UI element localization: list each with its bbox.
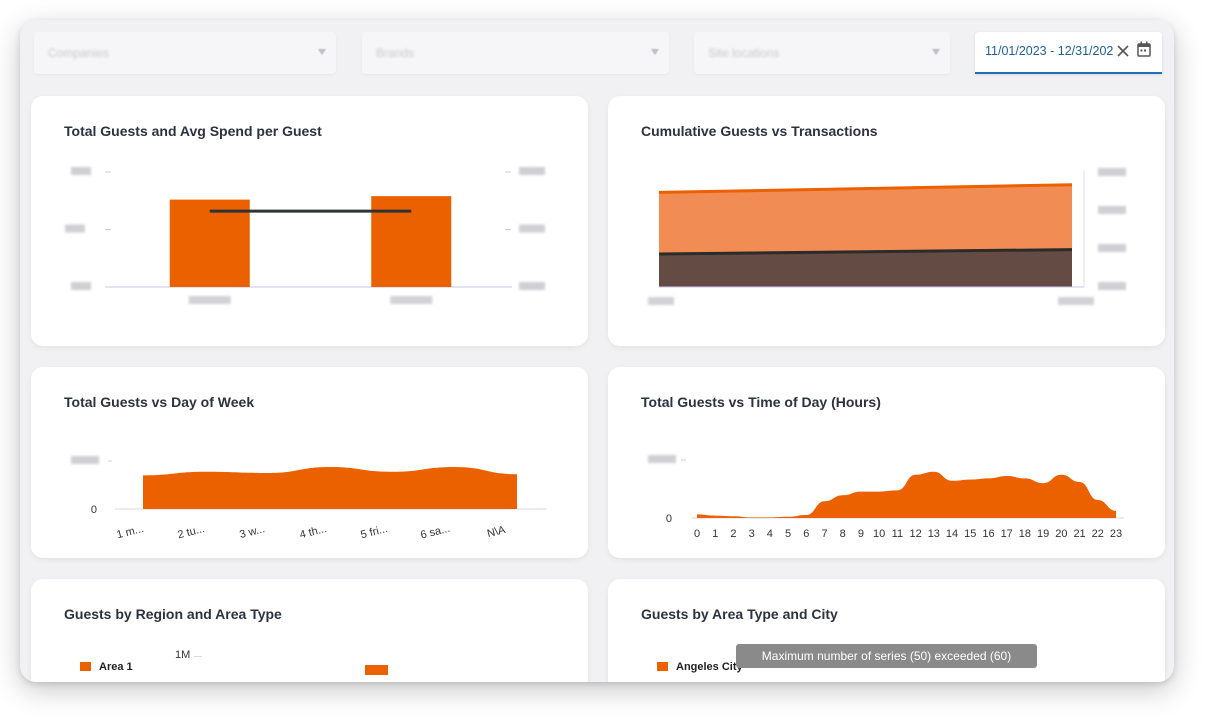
x-tick-label xyxy=(648,297,674,305)
right-tick-label xyxy=(1098,206,1126,214)
day-of-week-chart: 0 1 m... 2 tu... 3 w... 4 th... 5 fri... 6 sa.… xyxy=(71,456,547,542)
right-tick-label xyxy=(519,224,545,233)
transactions-area xyxy=(659,249,1072,287)
left-tick-label xyxy=(71,167,91,175)
guests-spend-card: Total Guests and Avg Spend per Guest xyxy=(31,96,588,346)
x-tick-label: 11 xyxy=(892,528,903,540)
x-tick-label: 20 xyxy=(1055,528,1067,540)
y-tick-label xyxy=(71,456,99,464)
calendar-icon[interactable] xyxy=(1136,40,1152,58)
guests-line xyxy=(658,183,1073,194)
guests-area xyxy=(697,471,1116,518)
x-tick-label: 4 th... xyxy=(298,523,328,541)
legend-swatch xyxy=(657,662,668,671)
bar-mark xyxy=(365,665,388,675)
series-limit-tooltip: Maximum number of series (50) exceeded (… xyxy=(736,644,1037,668)
close-icon[interactable] xyxy=(1115,41,1131,61)
x-tick-label: 2 tu... xyxy=(176,523,206,541)
time-of-day-chart: 00 1 2 3 4 5 6 7 8 9 10 11 12 13 14 15 16 17 18 19 20 21 22 23 xyxy=(648,455,1124,540)
x-tick-label: 2 xyxy=(730,528,736,540)
tick-mark xyxy=(194,656,202,657)
x-tick-label: 1 m... xyxy=(115,523,145,541)
region-area-card: Guests by Region and Area Type Area 1 1M xyxy=(31,579,588,682)
x-tick-label xyxy=(188,296,231,304)
location-filter-placeholder: Site locations xyxy=(708,46,780,60)
x-tick-label: 1 xyxy=(712,528,718,540)
y-tick-label: 0 xyxy=(666,513,672,525)
cumulative-chart xyxy=(648,168,1126,305)
x-tick-label: 23 xyxy=(1110,528,1122,540)
day-of-week-card: Total Guests vs Day of Week 0 1 m... 2 tu.… xyxy=(31,367,588,558)
x-tick-label: 10 xyxy=(873,528,885,540)
brand-filter[interactable]: Brands xyxy=(362,32,669,74)
x-tick-label: 18 xyxy=(1019,528,1031,540)
right-tick-label xyxy=(519,167,545,175)
right-tick-label xyxy=(519,282,545,290)
x-tick-label: 8 xyxy=(840,528,846,540)
brand-filter-placeholder: Brands xyxy=(376,46,415,60)
legend-swatch xyxy=(80,662,91,671)
x-tick-label: 12 xyxy=(909,528,921,540)
dashboard-window: Companies Brands Site locations 11/01/20… xyxy=(20,20,1174,682)
x-tick-label: 16 xyxy=(982,528,994,540)
bar xyxy=(169,199,250,287)
x-tick-label: 0 xyxy=(694,528,700,540)
x-tick-label: 22 xyxy=(1092,528,1104,540)
cumulative-card: Cumulative Guests vs Transactions xyxy=(608,96,1165,346)
card-title: Guests by Area Type and City xyxy=(641,606,838,622)
legend-label: Area 1 xyxy=(99,661,133,673)
y-tick-label xyxy=(648,455,676,463)
legend-label: Angeles City xyxy=(676,661,743,673)
date-range-field[interactable]: 11/01/2023 - 12/31/2023 xyxy=(975,32,1162,74)
right-tick-label xyxy=(1098,168,1126,176)
y-tick-label: 1M xyxy=(175,649,191,661)
guests-spend-chart xyxy=(65,167,545,304)
chevron-down-icon[interactable] xyxy=(318,49,326,55)
location-filter[interactable]: Site locations xyxy=(694,32,950,74)
right-tick-label xyxy=(1098,244,1126,252)
y-tick-label: 0 xyxy=(91,504,97,516)
left-tick-label xyxy=(65,224,85,233)
card-title: Cumulative Guests vs Transactions xyxy=(641,123,878,139)
x-tick-label: 9 xyxy=(858,528,864,540)
card-title: Guests by Region and Area Type xyxy=(64,606,282,622)
card-title: Total Guests vs Time of Day (Hours) xyxy=(641,394,881,410)
date-range-value[interactable]: 11/01/2023 - 12/31/2023 xyxy=(985,44,1113,58)
x-tick-label: 6 sa... xyxy=(419,523,451,542)
x-tick-label: 21 xyxy=(1073,528,1085,540)
x-tick-label: 19 xyxy=(1037,528,1049,540)
x-tick-label: 15 xyxy=(964,528,976,540)
x-tick-label: 5 fri... xyxy=(359,523,389,541)
legend-item[interactable]: Area 1 xyxy=(80,661,133,673)
company-filter-placeholder: Companies xyxy=(48,46,109,60)
card-title: Total Guests vs Day of Week xyxy=(64,394,255,410)
x-tick-label: 3 xyxy=(749,528,755,540)
x-tick-label: N\A xyxy=(486,524,507,540)
guests-area xyxy=(143,467,517,509)
x-tick-label: 14 xyxy=(946,528,958,540)
legend-item[interactable]: Angeles City xyxy=(657,661,743,673)
x-tick-label: 7 xyxy=(821,528,827,540)
x-tick-label: 6 xyxy=(803,528,809,540)
x-tick-label: 3 w... xyxy=(238,523,266,541)
chevron-down-icon[interactable] xyxy=(932,49,940,55)
chevron-down-icon[interactable] xyxy=(651,49,659,55)
x-tick-label xyxy=(1058,297,1094,305)
right-tick-label xyxy=(1098,282,1126,290)
card-title: Total Guests and Avg Spend per Guest xyxy=(64,123,322,139)
x-tick-label: 4 xyxy=(767,528,773,540)
transactions-line xyxy=(658,248,1073,256)
company-filter[interactable]: Companies xyxy=(34,32,336,74)
x-tick-label: 13 xyxy=(928,528,940,540)
x-tick-label: 17 xyxy=(1001,528,1013,540)
left-tick-label xyxy=(71,282,91,290)
x-tick-label xyxy=(390,296,433,304)
x-tick-label: 5 xyxy=(785,528,791,540)
